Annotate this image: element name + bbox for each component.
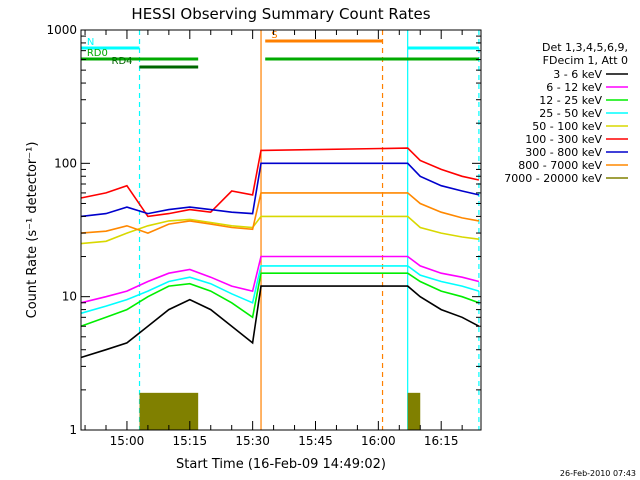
y-tick-label-3: 100 — [54, 156, 77, 170]
x-tick-label-3: 15:30 — [235, 434, 270, 448]
x-axis-label: Start Time (16-Feb-09 14:49:02) — [176, 457, 386, 472]
legend-label-2: 6 - 12 keV — [546, 81, 602, 94]
series-line-1 — [80, 285, 480, 359]
x-tick-label-6: 16:15 — [424, 434, 459, 448]
x-tick-label-5: 16:00 — [361, 434, 396, 448]
timestamp: 26-Feb-2010 07:43 — [560, 469, 636, 478]
legend-label-8: 800 - 7000 keV — [518, 159, 602, 172]
series-line-3 — [80, 272, 480, 327]
series-line-6 — [80, 147, 480, 218]
legend: Det 1,3,4,5,6,9, FDecim 1, Att 0 3 - 6 k… — [504, 41, 628, 185]
series-line-4 — [80, 265, 480, 315]
series-line-7 — [80, 162, 480, 218]
series-line-2 — [80, 255, 480, 304]
legend-label-3: 12 - 25 keV — [539, 94, 602, 107]
legend-header-1: Det 1,3,4,5,6,9, — [542, 41, 628, 54]
legend-label-5: 50 - 100 keV — [532, 120, 602, 133]
annotation-label-s: S — [271, 30, 277, 41]
legend-label-7: 300 - 800 keV — [525, 146, 602, 159]
x-tick-label-2: 15:15 — [173, 434, 208, 448]
x-tick-label-1: 15:00 — [110, 434, 145, 448]
chart-title: HESSI Observing Summary Count Rates — [131, 5, 430, 23]
annotation-label-rd0: RD0 — [87, 48, 108, 59]
y-tick-label-1: 1 — [69, 423, 77, 437]
annotation-label-n: N — [87, 37, 94, 48]
legend-label-4: 25 - 50 keV — [539, 107, 602, 120]
legend-label-9: 7000 - 20000 keV — [504, 172, 602, 185]
legend-header-2: FDecim 1, Att 0 — [543, 54, 628, 67]
series-line-8 — [80, 192, 480, 234]
y-axis-label: Count Rate (s⁻¹ detector⁻¹) — [25, 142, 40, 319]
y-tick-label-4: 1000 — [46, 23, 77, 37]
y-tick-label-2: 10 — [62, 290, 77, 304]
annotation-label-rd4: RD4 — [112, 56, 133, 67]
legend-label-1: 3 - 6 keV — [553, 68, 602, 81]
legend-label-6: 100 - 300 keV — [525, 133, 602, 146]
series-line-5 — [80, 215, 480, 245]
series-line-9-block-2 — [407, 392, 421, 430]
axes: 1 10 100 1000 15:00 15:15 15:30 15:45 16:00 16:15 — [46, 23, 482, 448]
series-line-9-block-1 — [139, 392, 199, 430]
plot-frame — [80, 29, 482, 431]
x-tick-label-4: 15:45 — [298, 434, 333, 448]
